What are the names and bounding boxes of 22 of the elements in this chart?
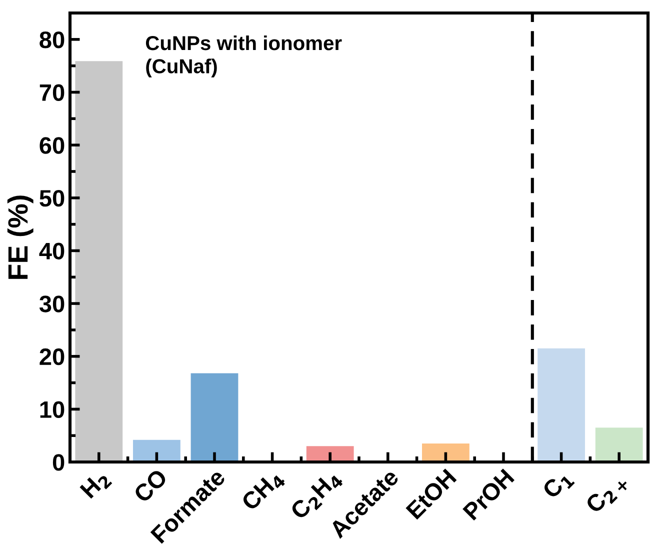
y-tick-label: 20 bbox=[40, 348, 64, 366]
bar bbox=[306, 446, 354, 462]
y-tick-label: 50 bbox=[40, 190, 64, 207]
bar bbox=[595, 428, 643, 462]
y-axis-title: FE (%) bbox=[7, 196, 34, 279]
y-tick-label: 40 bbox=[39, 242, 64, 260]
y-tick-label: 30 bbox=[39, 296, 64, 312]
y-tick-label: 10 bbox=[40, 401, 64, 418]
x-tick-label: H$_{2}$ bbox=[80, 468, 112, 502]
bar bbox=[133, 440, 180, 462]
bar bbox=[190, 373, 238, 462]
annotation: CuNPs with ionomer (CuNaf) bbox=[146, 35, 342, 78]
bar bbox=[538, 348, 585, 462]
x-tick-label: C$_{1}$ bbox=[542, 468, 575, 502]
y-tick-label: 80 bbox=[40, 31, 64, 48]
y-tick-label: 0 bbox=[52, 454, 64, 471]
bar bbox=[422, 444, 470, 462]
y-tick-label: 70 bbox=[40, 84, 64, 102]
y-tick-label: 60 bbox=[40, 137, 64, 154]
bar bbox=[75, 61, 123, 462]
x-tick-label: CH$_{4}$ bbox=[240, 468, 286, 514]
x-tick-label: C$_{2+}$ bbox=[584, 471, 630, 517]
